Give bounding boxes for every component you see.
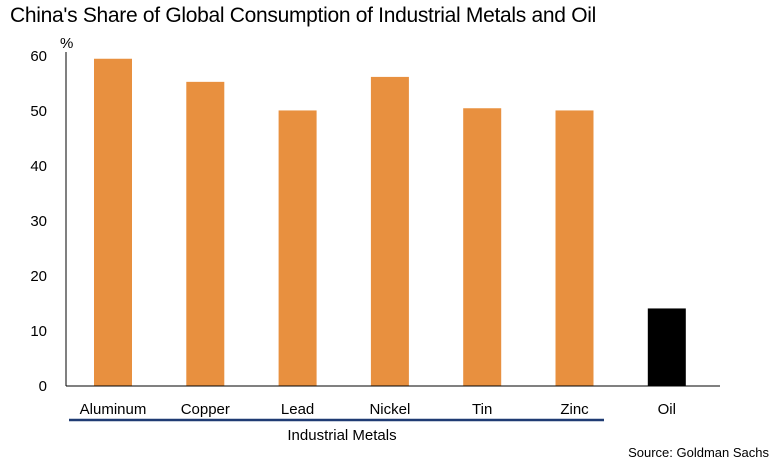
y-tick-label: 20 [30, 268, 47, 285]
chart-title: China's Share of Global Consumption of I… [10, 4, 596, 27]
y-unit-label: % [60, 35, 73, 52]
bar-tin [463, 108, 502, 386]
y-tick-label: 0 [39, 378, 47, 395]
category-label-zinc: Zinc [560, 401, 589, 418]
bars [94, 58, 686, 387]
category-label-lead: Lead [281, 401, 314, 418]
y-tick-label: 40 [30, 158, 47, 175]
bar-oil [647, 308, 686, 386]
bar-nickel [370, 76, 409, 387]
bar-copper [186, 81, 225, 386]
y-tick-label: 50 [30, 103, 47, 120]
bar-zinc [555, 110, 594, 386]
category-label-oil: Oil [658, 401, 676, 418]
industrial-metals-group-label: Industrial Metals [287, 427, 396, 444]
y-axis-ticks: 0 10 20 30 40 50 60 [30, 48, 47, 395]
y-tick-label: 60 [30, 48, 47, 65]
y-tick-label: 10 [30, 323, 47, 340]
category-label-aluminum: Aluminum [80, 401, 147, 418]
source-note: Source: Goldman Sachs [628, 445, 769, 460]
category-label-tin: Tin [472, 401, 492, 418]
category-labels: Aluminum Copper Lead Nickel Tin Zinc Oil [80, 401, 676, 418]
bar-lead [278, 110, 317, 386]
category-label-nickel: Nickel [369, 401, 410, 418]
bar-aluminum [94, 58, 132, 386]
y-tick-label: 30 [30, 213, 47, 230]
category-label-copper: Copper [181, 401, 230, 418]
